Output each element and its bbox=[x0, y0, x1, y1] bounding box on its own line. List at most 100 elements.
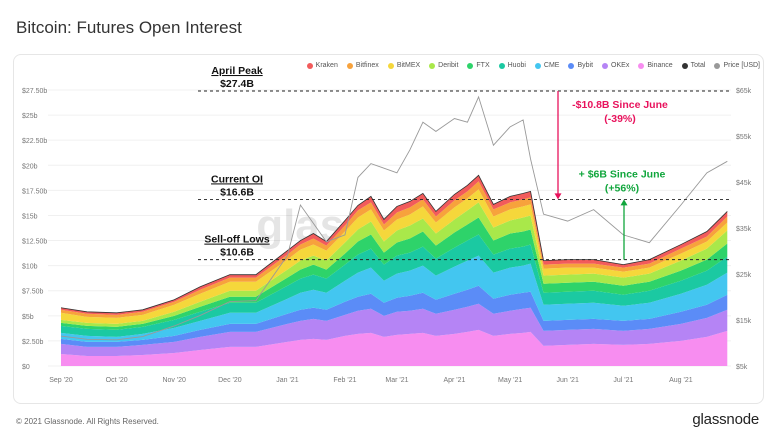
reference-lines bbox=[198, 90, 731, 261]
legend-label: Bybit bbox=[577, 62, 594, 69]
annotation-value: $27.4B bbox=[220, 78, 254, 90]
price-line bbox=[60, 95, 728, 341]
legend-item-ftx[interactable]: FTX bbox=[467, 62, 490, 69]
annotation-title: April Peak bbox=[211, 65, 263, 77]
legend-dot-icon bbox=[429, 62, 436, 69]
legend-label: Bitfinex bbox=[355, 62, 379, 69]
stacked-areas bbox=[60, 174, 728, 366]
legend-item-deribit[interactable]: Deribit bbox=[429, 62, 458, 69]
legend-dot-icon bbox=[346, 62, 353, 69]
legend-dot-icon bbox=[714, 62, 721, 69]
legend-item-kraken[interactable]: Kraken bbox=[306, 62, 338, 69]
legend-dot-icon bbox=[568, 62, 575, 69]
rise-annotation-line2: (+56%) bbox=[605, 182, 639, 194]
legend-item-binance[interactable]: Binance bbox=[638, 62, 673, 69]
legend-dot-icon bbox=[681, 62, 688, 69]
annotation-value: $16.6B bbox=[220, 186, 254, 198]
legend-item-huobi[interactable]: Huobi bbox=[498, 62, 526, 69]
legend-item-bitmex[interactable]: BitMEX bbox=[387, 62, 421, 69]
legend-label: Price [USD] bbox=[723, 62, 760, 69]
legend-label: Kraken bbox=[315, 62, 338, 69]
price-layer bbox=[60, 95, 728, 341]
right-axis-tick-label: $5k bbox=[736, 364, 748, 371]
x-axis-tick-label: Apr '21 bbox=[443, 377, 465, 384]
x-axis: Sep '20 Oct '20 Nov '20 Dec '20 Jan '21 Feb '… bbox=[49, 377, 693, 384]
right-axis-tick-label: $15k bbox=[736, 318, 752, 325]
legend-dot-icon bbox=[498, 62, 505, 69]
annotations: April Peak$27.4B Current OI$16.6B Sell-off… bbox=[204, 65, 668, 260]
legend-item-okex[interactable]: OKEx bbox=[602, 62, 629, 69]
legend-label: Deribit bbox=[438, 62, 459, 69]
left-axis-tick-label: $7.50b bbox=[22, 289, 44, 296]
legend-dot-icon bbox=[534, 62, 541, 69]
glassnode-logo: glassnode bbox=[692, 411, 759, 428]
x-axis-tick-label: May '21 bbox=[498, 377, 522, 384]
x-axis-tick-label: Dec '20 bbox=[218, 377, 242, 384]
drop-arrow-head bbox=[554, 193, 562, 200]
area-series-cme bbox=[60, 255, 728, 342]
rise-annotation-line1: + $6B Since June bbox=[579, 168, 666, 180]
legend-dot-icon bbox=[467, 62, 474, 69]
right-axis-tick-label: $25k bbox=[736, 272, 752, 279]
annotation-value: $10.6B bbox=[220, 247, 254, 259]
legend-dot-icon bbox=[387, 62, 394, 69]
legend-label: OKEx bbox=[611, 62, 630, 69]
drop-annotation-line2: (-39%) bbox=[604, 113, 636, 125]
x-axis-tick-label: Oct '20 bbox=[106, 377, 128, 384]
legend-item-bitfinex[interactable]: Bitfinex bbox=[346, 62, 379, 69]
left-axis-tick-label: $17.50b bbox=[22, 188, 47, 195]
legend-dot-icon bbox=[638, 62, 645, 69]
legend-label: CME bbox=[543, 62, 560, 69]
x-axis-tick-label: Feb '21 bbox=[333, 377, 356, 384]
x-axis-tick-label: Nov '20 bbox=[162, 377, 186, 384]
area-series-huobi bbox=[60, 234, 728, 337]
x-axis-tick-label: Sep '20 bbox=[49, 377, 73, 384]
x-axis-tick-label: Jun '21 bbox=[556, 377, 578, 384]
right-axis-tick-label: $65k bbox=[736, 88, 752, 95]
rise-arrow-head bbox=[620, 199, 628, 206]
annotation-title: Sell-off Lows bbox=[204, 234, 269, 246]
left-axis-tick-label: $5b bbox=[22, 314, 34, 321]
chart-legend: Kraken Bitfinex BitMEX Deribit FTX Huobi CME By… bbox=[300, 62, 760, 69]
legend-label: FTX bbox=[476, 62, 490, 69]
x-axis-tick-label: Jul '21 bbox=[613, 377, 633, 384]
legend-label: Total bbox=[690, 62, 706, 69]
right-axis: $5k $15k $25k $35k $45k $55k $65k bbox=[736, 88, 752, 371]
page-title: Bitcoin: Futures Open Interest bbox=[16, 18, 242, 37]
x-axis-tick-label: Jan '21 bbox=[276, 377, 298, 384]
legend-item-price-usd[interactable]: Price [USD] bbox=[714, 62, 760, 69]
legend-item-total[interactable]: Total bbox=[681, 62, 706, 69]
left-axis-tick-label: $22.50b bbox=[22, 138, 47, 145]
area-series-okex bbox=[60, 303, 728, 356]
left-axis-tick-label: $10b bbox=[22, 264, 38, 271]
left-axis-tick-label: $25b bbox=[22, 113, 38, 120]
legend-label: Binance bbox=[647, 62, 673, 69]
x-axis-tick-label: Mar '21 bbox=[385, 377, 408, 384]
legend-dot-icon bbox=[306, 62, 313, 69]
area-series-ftx bbox=[60, 217, 728, 330]
annotation-title: Current OI bbox=[211, 173, 263, 185]
area-series-binance bbox=[60, 329, 728, 366]
legend-dot-icon bbox=[602, 62, 609, 69]
left-axis-tick-label: $15b bbox=[22, 213, 38, 220]
x-axis-tick-label: Aug '21 bbox=[669, 377, 693, 384]
legend-item-cme[interactable]: CME bbox=[534, 62, 560, 69]
right-axis-tick-label: $55k bbox=[736, 134, 752, 141]
copyright-text: © 2021 Glassnode. All Rights Reserved. bbox=[16, 417, 159, 426]
left-axis: $0 $2.50b $5b $7.50b $10b $12.50b $15b $17.50b $… bbox=[22, 88, 47, 371]
area-series-deribit bbox=[60, 202, 728, 327]
legend-label: BitMEX bbox=[396, 62, 421, 69]
left-axis-tick-label: $0 bbox=[22, 364, 30, 371]
area-series-bitmex bbox=[60, 189, 728, 324]
left-axis-tick-label: $2.50b bbox=[22, 339, 44, 346]
left-axis-tick-label: $20b bbox=[22, 163, 38, 170]
drop-annotation-line1: -$10.8B Since June bbox=[572, 99, 668, 111]
right-axis-tick-label: $35k bbox=[736, 226, 752, 233]
area-series-bybit bbox=[60, 285, 728, 347]
right-axis-tick-label: $45k bbox=[736, 180, 752, 187]
left-axis-tick-label: $12.50b bbox=[22, 239, 47, 246]
left-axis-tick-label: $27.50b bbox=[22, 88, 47, 95]
legend-label: Huobi bbox=[507, 62, 526, 69]
legend-item-bybit[interactable]: Bybit bbox=[568, 62, 593, 69]
